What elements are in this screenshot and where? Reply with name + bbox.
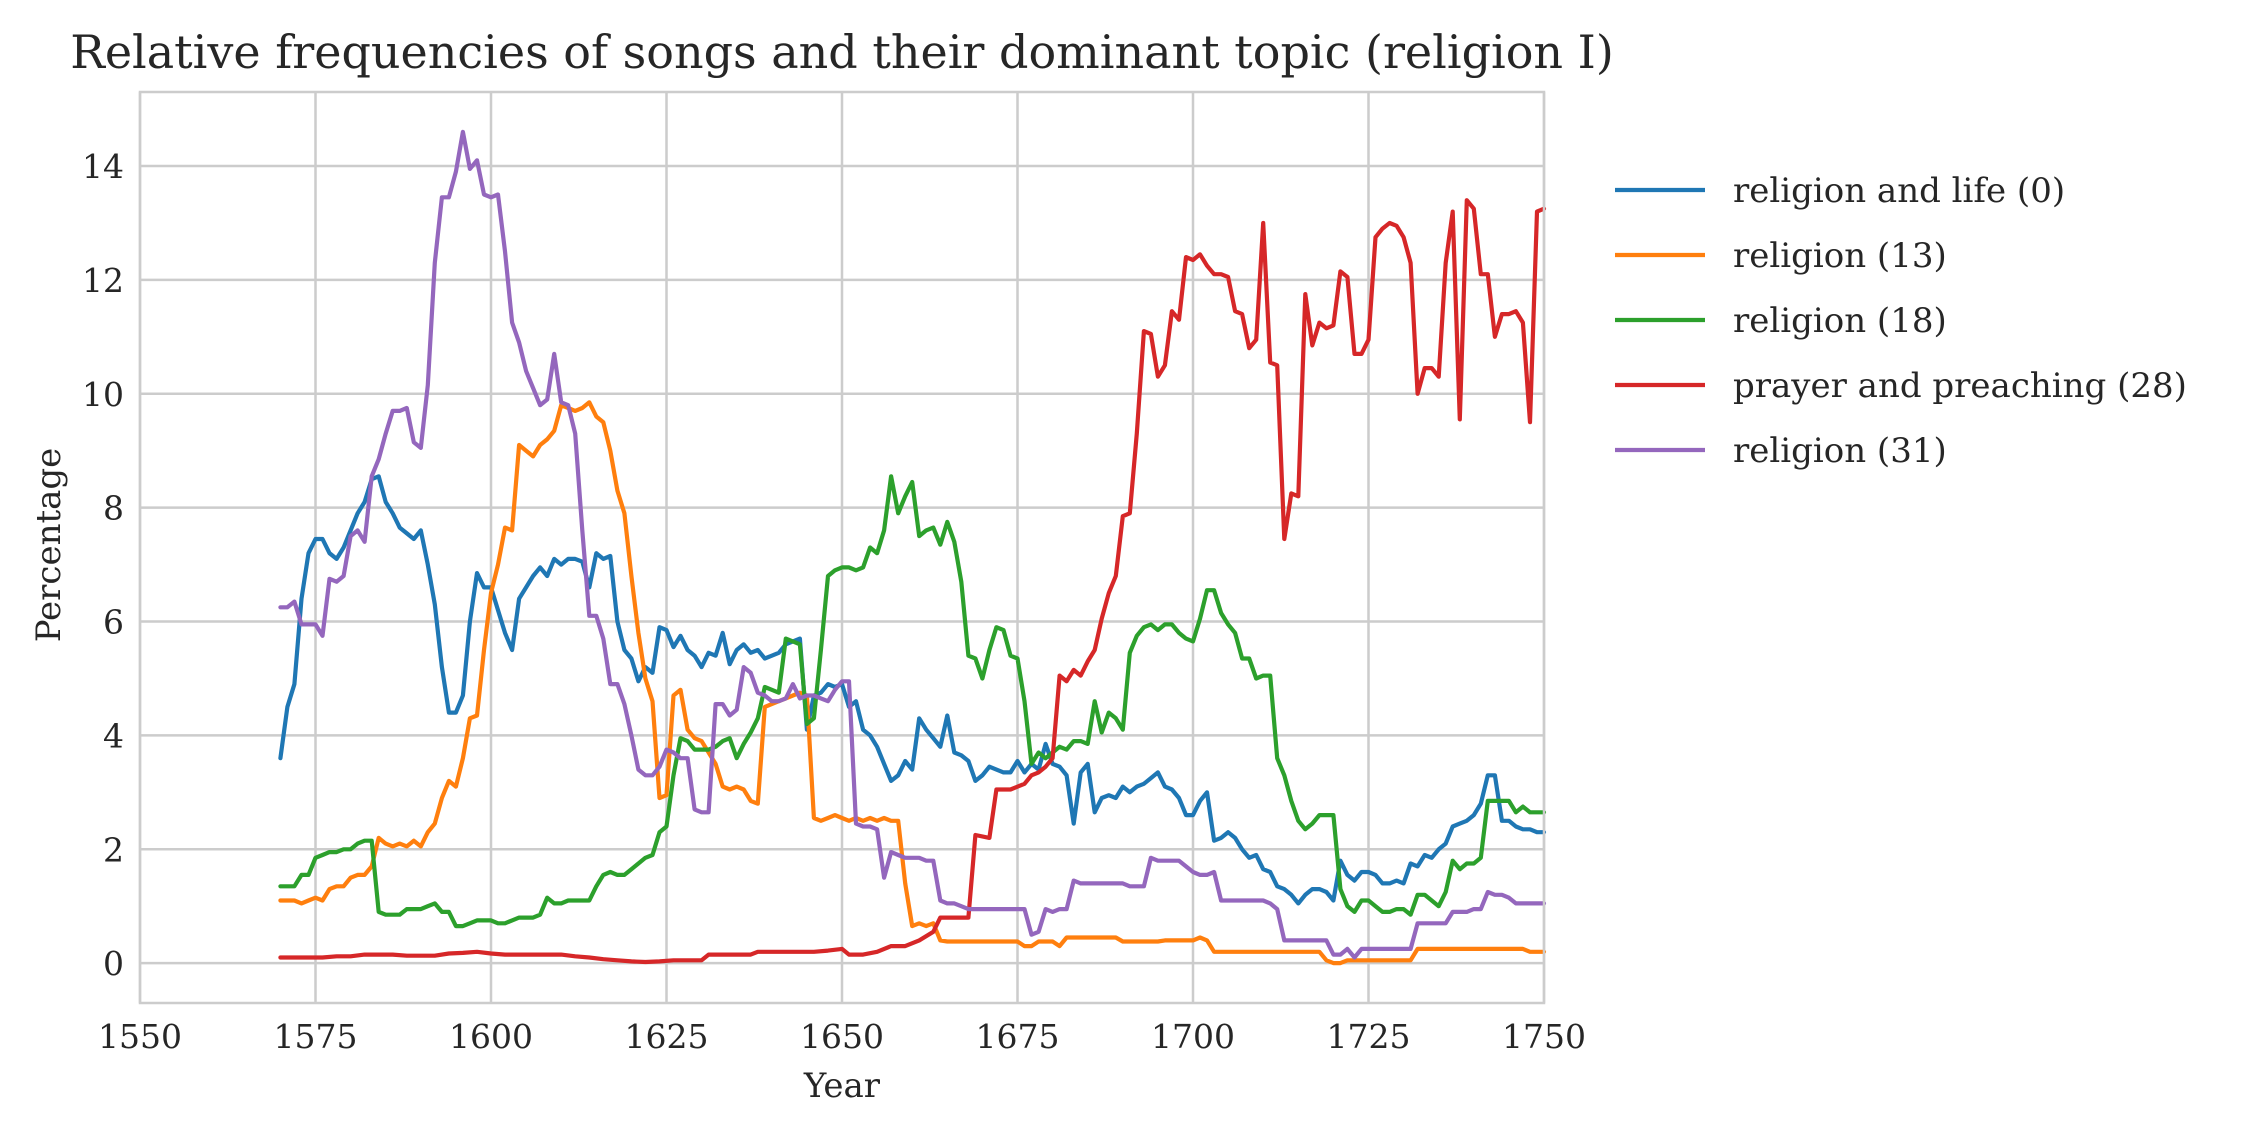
- legend-label-1: religion (13): [1733, 236, 1947, 276]
- x-tick-label: 1750: [1502, 1017, 1586, 1056]
- x-tick-label: 1700: [1151, 1017, 1235, 1056]
- x-axis-label: Year: [803, 1066, 881, 1106]
- x-tick-label: 1725: [1327, 1017, 1411, 1056]
- y-tick-label: 2: [103, 830, 124, 869]
- y-tick-label: 12: [82, 261, 124, 300]
- y-tick-label: 4: [103, 716, 124, 755]
- legend-label-4: religion (31): [1733, 431, 1947, 471]
- y-tick-label: 0: [103, 944, 124, 983]
- legend-label-2: religion (18): [1733, 301, 1947, 341]
- y-tick-label: 6: [103, 603, 124, 642]
- x-tick-label: 1650: [800, 1017, 884, 1056]
- chart-title: Relative frequencies of songs and their …: [70, 25, 1614, 79]
- y-tick-label: 8: [103, 489, 124, 528]
- y-tick-label: 14: [82, 147, 124, 186]
- series-lines: [278, 129, 1547, 966]
- series-line-3: [278, 198, 1547, 965]
- y-tick-labels: 0 2 4 6 8 10 12 14: [82, 147, 124, 983]
- y-axis-label: Percentage: [29, 448, 69, 643]
- series-line-1: [278, 400, 1547, 966]
- x-tick-label: 1575: [274, 1017, 358, 1056]
- x-tick-labels: 1550 1575 1600 1625 1650 1675 1700 1725 1750: [98, 1017, 1586, 1056]
- y-tick-label: 10: [82, 375, 124, 414]
- legend: religion and life (0) religion (13) religi…: [1615, 171, 2187, 471]
- x-tick-label: 1600: [449, 1017, 533, 1056]
- plot-frame: [138, 90, 1546, 1005]
- series-line-4: [278, 129, 1547, 960]
- legend-label-0: religion and life (0): [1733, 171, 2065, 211]
- legend-label-3: prayer and preaching (28): [1733, 366, 2187, 406]
- x-tick-label: 1550: [98, 1017, 182, 1056]
- series-line-2: [278, 474, 1547, 929]
- x-tick-label: 1625: [625, 1017, 709, 1056]
- x-tick-label: 1675: [976, 1017, 1060, 1056]
